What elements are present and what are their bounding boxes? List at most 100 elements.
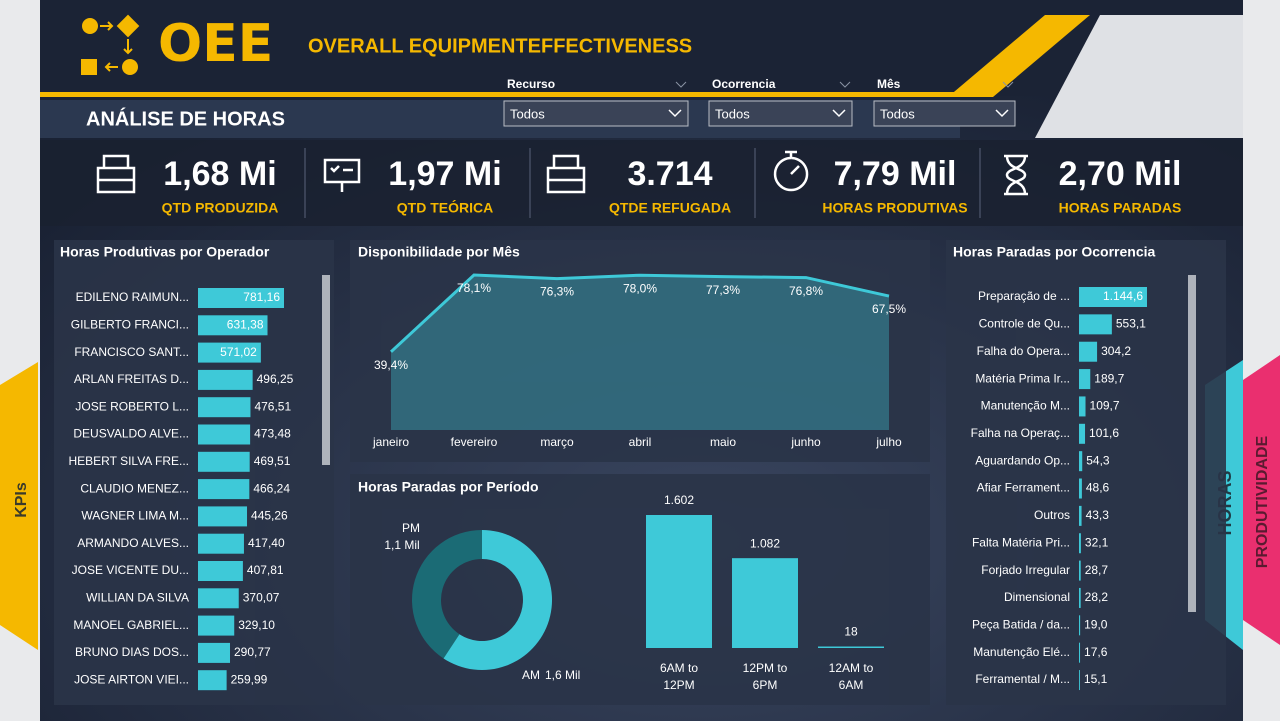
value-label: 781,16	[243, 290, 280, 304]
bar-label: MANOEL GABRIEL...	[73, 618, 189, 632]
bar	[1079, 642, 1081, 663]
bar	[1079, 560, 1081, 581]
value-label: 101,6	[1089, 426, 1119, 440]
value-label: 473,48	[254, 427, 291, 441]
bar-label: EDILENO RAIMUN...	[76, 290, 189, 304]
value-label: 329,10	[238, 618, 275, 632]
x-tick-label: 6AM to 12PM	[659, 661, 698, 692]
bar-label: Falha do Opera...	[977, 344, 1070, 358]
left-tab-label: KPIs	[13, 482, 30, 518]
bar	[1079, 478, 1082, 499]
bar-label: Manutenção M...	[981, 399, 1070, 413]
filter-label: Ocorrencia	[712, 77, 776, 91]
bar	[818, 646, 884, 648]
value-label: 32,1	[1085, 535, 1109, 549]
bar-label: HEBERT SILVA FRE...	[69, 454, 190, 468]
bar-label: Peça Batida / da...	[972, 617, 1070, 631]
value-label: 189,7	[1094, 371, 1124, 385]
kpi-value: 7,79 Mil	[834, 155, 957, 193]
x-tick-label: maio	[710, 435, 736, 449]
scrollbar[interactable]	[1188, 275, 1196, 612]
bar-label: Falta Matéria Pri...	[972, 535, 1070, 549]
x-tick-label: 12PM to 6PM	[742, 661, 788, 692]
value-label: 259,99	[231, 672, 268, 686]
value-label: 476,51	[254, 399, 291, 413]
kpi-icon	[1004, 154, 1028, 196]
value-label: 15,1	[1084, 672, 1108, 686]
bar-label: Forjado Irregular	[981, 563, 1070, 577]
filter-dropdown[interactable]	[503, 100, 689, 127]
area	[391, 275, 889, 430]
value-label: 43,3	[1086, 508, 1110, 522]
value-label: 496,25	[257, 372, 294, 386]
value-label: 445,26	[251, 509, 288, 523]
right-tab-produtividade[interactable]	[1243, 355, 1280, 645]
kpi-label: HORAS PRODUTIVAS	[822, 200, 967, 216]
bar	[198, 479, 250, 500]
value-label: 78,1%	[457, 281, 491, 295]
bar-label: Aguardando Op...	[975, 453, 1070, 467]
x-tick-label: julho	[875, 435, 902, 449]
bar	[1079, 341, 1098, 362]
chart-title: Horas Paradas por Ocorrencia	[953, 244, 1156, 260]
value-label: 77,3%	[706, 283, 740, 297]
donut-slice	[443, 530, 553, 671]
value-label: 76,3%	[540, 285, 574, 299]
kpi-band	[40, 140, 1243, 226]
filter-arrow	[668, 109, 682, 118]
chart-title: Horas Paradas por Período	[358, 479, 539, 495]
bar	[198, 533, 244, 554]
donut-value: 1,6 Mil	[545, 668, 580, 682]
bar	[198, 342, 261, 363]
panels	[54, 240, 1226, 705]
bar	[1079, 423, 1086, 444]
header-shape	[1035, 15, 1243, 138]
filter-dropdown[interactable]	[873, 100, 1016, 127]
bar	[198, 588, 239, 609]
value-label: 28,2	[1085, 590, 1109, 604]
kpi-value: 1,97 Mi	[388, 155, 501, 193]
bar	[198, 369, 253, 390]
bar-label: Ferramental / M...	[975, 672, 1070, 686]
value-label: 407,81	[247, 563, 284, 577]
header-line	[40, 92, 970, 97]
bar-label: FRANCISCO SANT...	[74, 345, 189, 359]
bar-label: DEUSVALDO ALVE...	[73, 427, 189, 441]
bar	[198, 670, 227, 691]
bar	[646, 515, 712, 648]
value-label: 109,7	[1090, 399, 1120, 413]
line	[389, 273, 890, 353]
x-tick-label: março	[540, 435, 574, 449]
value-label: 466,24	[253, 481, 290, 495]
filter-caret	[839, 81, 851, 88]
filter-caret	[1002, 81, 1014, 88]
bar-label: JOSE AIRTON VIEI...	[74, 672, 189, 686]
x-tick-label: 12AM to 6AM	[828, 661, 874, 692]
filter-arrow	[832, 109, 846, 118]
filter-dropdown[interactable]	[708, 100, 853, 127]
bar	[198, 561, 243, 581]
bar-label: Falha na Operaç...	[971, 426, 1070, 440]
kpi-value: 1,68 Mi	[163, 155, 276, 193]
scrollbar[interactable]	[322, 275, 330, 465]
left-tab[interactable]	[0, 362, 38, 650]
bar-label: CLAUDIO MENEZ...	[80, 481, 189, 495]
right-tab-label: PRODUTIVIDADE	[1254, 435, 1271, 568]
bar	[1079, 287, 1147, 307]
bar	[198, 424, 251, 445]
donut-category: PM	[402, 521, 420, 535]
donut-category: AM	[522, 668, 540, 682]
bar	[1079, 369, 1091, 390]
value-label: 571,02	[220, 345, 257, 359]
donut-slice	[412, 530, 482, 659]
filter-value: Todos	[510, 106, 545, 121]
bar	[198, 642, 231, 663]
bar-label: Dimensional	[1004, 590, 1070, 604]
subtitle: ANÁLISE DE HORAS	[86, 107, 285, 130]
chart-title: Disponibilidade por Mês	[358, 244, 520, 260]
bar-label: Matéria Prima Ir...	[975, 371, 1070, 385]
bar	[1079, 615, 1081, 636]
bar	[1079, 533, 1081, 554]
